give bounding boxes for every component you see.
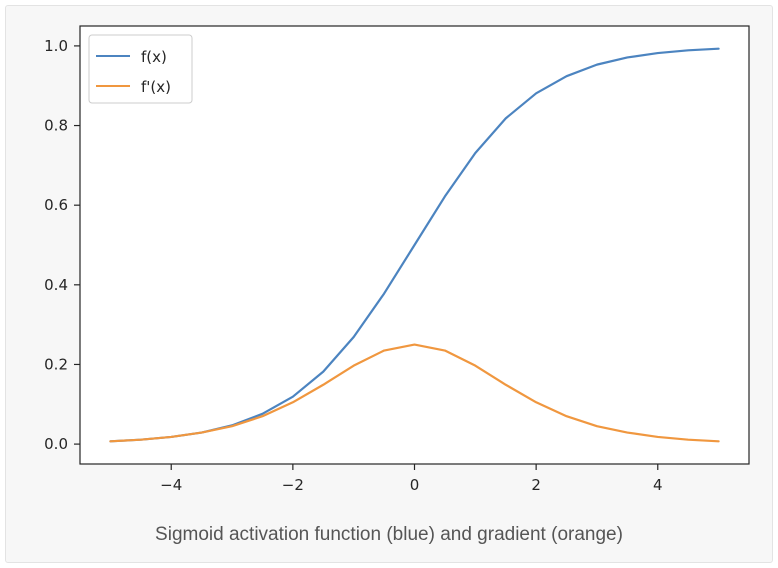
x-ticks: −4 −2 0 2 4 [160,464,663,494]
y-tick-label: 0.0 [44,435,68,453]
x-tick-label: −2 [282,476,304,494]
x-tick-label: −4 [160,476,182,494]
figure-caption: Sigmoid activation function (blue) and g… [155,524,623,545]
legend-label-fprime: f'(x) [141,78,171,96]
y-tick-label: 0.4 [44,276,68,294]
x-tick-label: 4 [653,476,663,494]
y-tick-label: 0.2 [44,355,68,373]
y-ticks: 0.0 0.2 0.4 0.6 0.8 1.0 [44,37,80,453]
y-tick-label: 1.0 [44,37,68,55]
x-tick-label: 0 [410,476,420,494]
legend-label-f: f(x) [141,48,167,66]
series-layer [109,47,720,443]
series-line-fprime [109,343,720,443]
y-tick-label: 0.6 [44,196,68,214]
sigmoid-chart: −4 −2 0 2 4 0.0 0.2 0.4 0.6 0.8 1.0 f(x) f'(x) [44,25,750,494]
legend: f(x) f'(x) [88,34,193,104]
y-tick-label: 0.8 [44,117,68,135]
x-tick-label: 2 [531,476,541,494]
